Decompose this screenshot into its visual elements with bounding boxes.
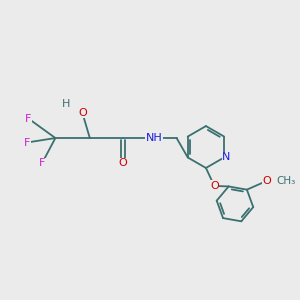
Text: CH₃: CH₃ xyxy=(276,176,296,186)
Text: O: O xyxy=(210,181,219,191)
Text: H: H xyxy=(62,99,70,109)
Text: F: F xyxy=(39,158,45,169)
Text: O: O xyxy=(118,158,127,169)
Text: O: O xyxy=(78,108,87,118)
Text: NH: NH xyxy=(146,133,163,143)
Text: N: N xyxy=(222,152,231,163)
Text: F: F xyxy=(25,114,32,124)
Text: O: O xyxy=(263,176,272,186)
Text: F: F xyxy=(24,137,30,148)
